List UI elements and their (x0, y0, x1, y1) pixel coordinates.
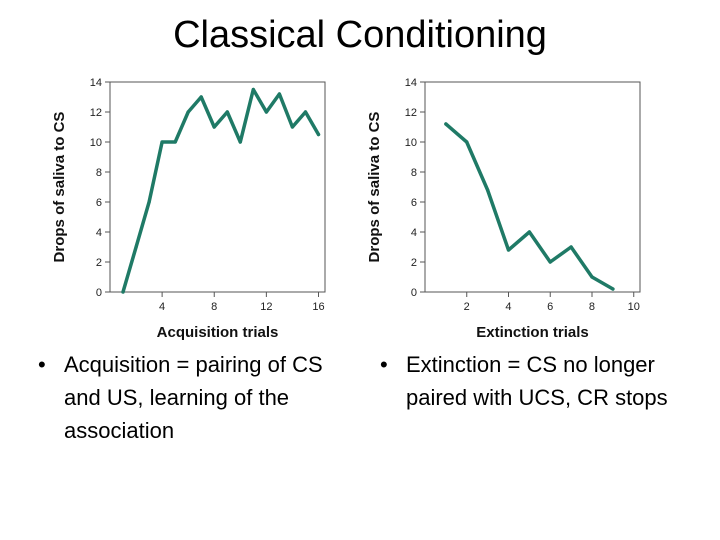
series-line (123, 90, 319, 293)
data-point (570, 245, 573, 248)
x-tick-label: 8 (211, 301, 217, 313)
y-tick-label: 0 (96, 287, 102, 299)
extinction-chart: 0 2 4 6 8 10 12 14 2 4 6 8 10 Extinction trials Drops … (355, 70, 655, 345)
data-point (611, 287, 614, 290)
y-tick-label: 12 (90, 107, 102, 119)
data-point (174, 140, 177, 143)
data-point (265, 110, 268, 113)
y-tick-label: 0 (411, 287, 417, 299)
bullet-acquisition: • Acquisition = pairing of CS and US, le… (38, 348, 328, 447)
data-point (252, 88, 255, 91)
data-point (213, 125, 216, 128)
data-point (444, 122, 447, 125)
bullet-marker: • (380, 348, 388, 381)
y-tick-label: 6 (411, 197, 417, 209)
x-axis-label: Extinction trials (476, 324, 589, 341)
x-tick-label: 4 (159, 301, 165, 313)
series-line (446, 124, 613, 289)
data-point (147, 200, 150, 203)
slide-title: Classical Conditioning (0, 14, 720, 57)
y-tick-label: 12 (405, 107, 417, 119)
data-point (590, 275, 593, 278)
y-axis-label: Drops of saliva to CS (51, 112, 68, 263)
data-point (528, 230, 531, 233)
y-tick-label: 2 (411, 257, 417, 269)
data-point (239, 140, 242, 143)
data-point (278, 92, 281, 95)
data-point (226, 110, 229, 113)
data-point (291, 125, 294, 128)
data-point (507, 248, 510, 251)
x-tick-label: 10 (628, 301, 640, 313)
data-point (549, 260, 552, 263)
y-tick-label: 4 (411, 227, 417, 239)
y-tick-label: 14 (90, 77, 102, 89)
x-tick-label: 16 (312, 301, 324, 313)
y-tick-label: 8 (411, 167, 417, 179)
y-axis-label: Drops of saliva to CS (366, 112, 383, 263)
data-point (134, 245, 137, 248)
bullet-marker: • (38, 348, 46, 381)
data-point (317, 133, 320, 136)
x-tick-label: 4 (505, 301, 511, 313)
y-tick-label: 8 (96, 167, 102, 179)
y-tick-label: 10 (90, 137, 102, 149)
y-tick-label: 10 (405, 137, 417, 149)
y-tick-label: 2 (96, 257, 102, 269)
bullet-text: Acquisition = pairing of CS and US, lear… (38, 348, 328, 447)
y-tick-label: 14 (405, 77, 417, 89)
x-tick-label: 6 (547, 301, 553, 313)
plot-frame (425, 82, 640, 292)
x-tick-label: 8 (589, 301, 595, 313)
x-axis-label: Acquisition trials (157, 324, 279, 341)
data-point (121, 290, 124, 293)
x-tick-label: 2 (464, 301, 470, 313)
data-point (304, 110, 307, 113)
y-tick-label: 4 (96, 227, 102, 239)
bullet-extinction: • Extinction = CS no longer paired with … (380, 348, 690, 414)
data-point (161, 140, 164, 143)
data-point (187, 110, 190, 113)
plot-frame (110, 82, 325, 292)
x-tick-label: 12 (260, 301, 272, 313)
data-point (486, 188, 489, 191)
data-point (465, 140, 468, 143)
y-tick-label: 6 (96, 197, 102, 209)
acquisition-chart: 0 2 4 6 8 10 12 14 4 8 12 16 Acquisition trials Drops… (40, 70, 340, 345)
data-point (200, 95, 203, 98)
bullet-text: Extinction = CS no longer paired with UC… (380, 348, 690, 414)
